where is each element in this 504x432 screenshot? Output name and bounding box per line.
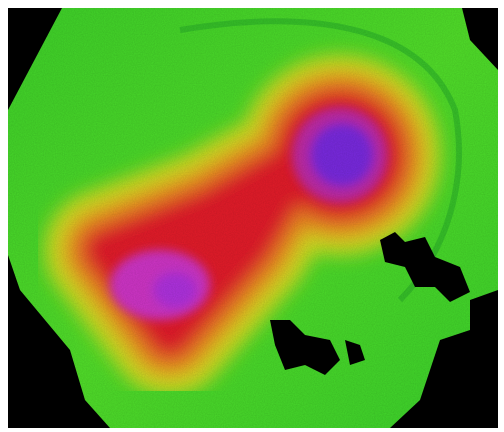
texture (8, 8, 498, 428)
buildings (270, 232, 470, 375)
terrain (8, 8, 498, 428)
